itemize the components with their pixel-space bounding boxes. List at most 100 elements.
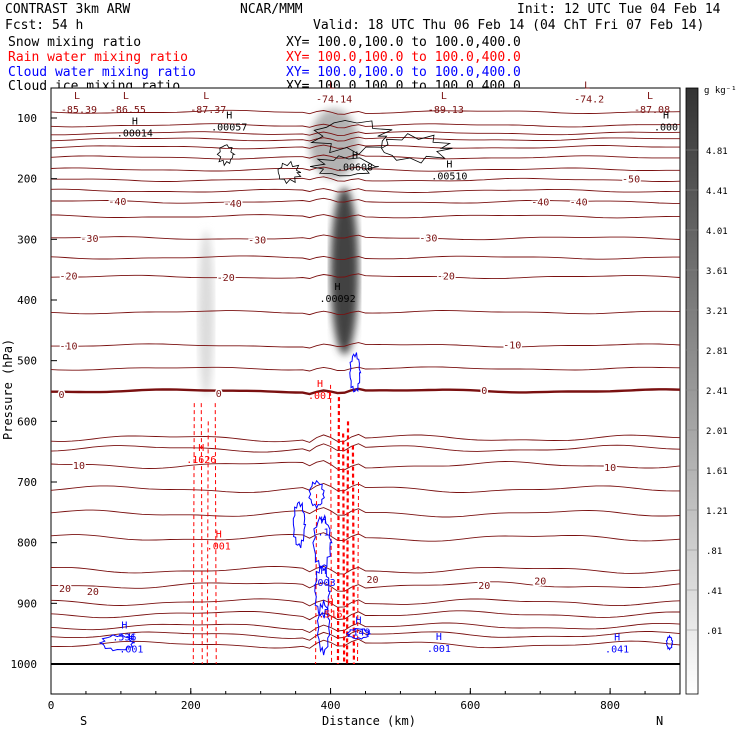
y-tick-label: 1000 xyxy=(11,658,38,671)
isotherm-label: -40 xyxy=(224,199,242,210)
cloud-water-contour xyxy=(665,634,674,651)
ice-max-marker: H xyxy=(226,110,232,121)
y-tick-label: 200 xyxy=(17,173,37,186)
colorbar-label: 2.81 xyxy=(706,347,728,357)
low-marker: L xyxy=(74,91,80,102)
x-tick-label: 200 xyxy=(181,699,201,712)
isotherm-label: -20 xyxy=(437,272,455,283)
cloud-water-contour xyxy=(349,352,362,393)
model-title: CONTRAST 3km ARW xyxy=(5,2,131,17)
isotherm-label: 10 xyxy=(604,463,616,474)
south-label: S xyxy=(80,714,87,728)
isotherm--20 xyxy=(51,273,680,280)
low-value: -85.39 xyxy=(61,105,97,116)
isotherm-label: -40 xyxy=(531,198,549,209)
cloud-water-contours xyxy=(98,352,674,656)
ice-max-value: .00510 xyxy=(431,171,467,182)
y-tick-label: 600 xyxy=(17,415,37,428)
ice-contour xyxy=(277,160,302,185)
temperature-isotherms xyxy=(51,109,680,665)
colorbar-label: 3.21 xyxy=(706,307,728,317)
isotherm-label: -20 xyxy=(59,272,77,283)
x-tick-label: 800 xyxy=(600,699,620,712)
isotherm-label: -30 xyxy=(80,234,98,245)
colorbar-label: 4.81 xyxy=(706,147,728,157)
rain-max-marker: H xyxy=(216,530,222,541)
low-value: -87.08 xyxy=(634,105,670,116)
rain-contour xyxy=(345,421,350,665)
rain-contour xyxy=(330,384,333,665)
isotherm xyxy=(51,443,680,453)
y-axis-label: Pressure (hPa) xyxy=(1,339,15,440)
cloud-water-max-marker: H xyxy=(321,566,327,577)
isotherm xyxy=(51,622,680,634)
rain-max-value: .1626 xyxy=(186,455,216,466)
isotherm xyxy=(51,532,680,542)
isotherm xyxy=(51,433,680,443)
isotherm-label: -40 xyxy=(108,197,126,208)
forecast-hour: Fcst: 54 h xyxy=(5,18,84,33)
cloud-water-max-value: .536 xyxy=(112,633,136,644)
low-value: -87.37 xyxy=(190,105,226,116)
isotherm xyxy=(51,598,680,608)
low-value: -86.55 xyxy=(110,105,146,116)
isotherm-label: -10 xyxy=(59,342,77,353)
isotherm-label: -10 xyxy=(503,340,521,351)
rain-contour xyxy=(200,403,203,665)
low-marker: L xyxy=(584,81,590,92)
ice-contour xyxy=(380,133,453,164)
ice-max-marker: H xyxy=(335,282,341,293)
cloud-water-contour xyxy=(292,501,307,549)
field-name-cloud-water: Cloud water mixing ratio xyxy=(8,65,196,80)
cloud-water-contour xyxy=(308,479,325,510)
colorbar-label: 2.41 xyxy=(706,387,728,397)
cloud-water-max-marker: H xyxy=(614,633,620,644)
isotherm--40 xyxy=(51,197,680,204)
rain-contour xyxy=(342,433,346,665)
isotherm xyxy=(51,638,680,649)
low-value: -74.14 xyxy=(316,95,352,106)
field-name-rain: Rain water mixing ratio xyxy=(8,50,189,65)
isotherm xyxy=(51,109,680,115)
isotherm-label: 20 xyxy=(478,581,490,592)
isotherm-label: 20 xyxy=(534,576,546,587)
snow-plume xyxy=(198,230,214,398)
valid-time: Valid: 18 UTC Thu 06 Feb 14 (04 ChT Fri … xyxy=(313,18,705,33)
cloud-water-max-marker: H xyxy=(321,516,327,527)
rain-contour xyxy=(206,421,209,665)
isotherm--50 xyxy=(51,176,680,182)
isotherm xyxy=(51,131,680,136)
ice-max-value: .00092 xyxy=(319,294,355,305)
isotherm-label: 10 xyxy=(73,461,85,472)
cloud-water-contour xyxy=(346,627,371,640)
y-tick-label: 800 xyxy=(17,537,37,550)
isotherm--10 xyxy=(51,342,680,349)
low-marker: L xyxy=(123,91,129,102)
x-tick-label: 600 xyxy=(460,699,480,712)
ice-max-value: .000 xyxy=(654,122,678,133)
rain-max-marker: H xyxy=(198,443,204,454)
rain-contour xyxy=(351,445,356,665)
rain-max-marker: H xyxy=(317,379,323,390)
ice-max-marker: H xyxy=(132,116,138,127)
rain-contours xyxy=(192,384,360,665)
cloud-ice-contours xyxy=(216,120,453,185)
ice-max-marker: H xyxy=(663,110,669,121)
cloud-water-max-value: .003 xyxy=(312,578,336,589)
ice-max-value: .00608 xyxy=(337,162,373,173)
rain-max-marker: H xyxy=(328,597,334,608)
low-marker: L xyxy=(441,91,447,102)
ice-max-marker: H xyxy=(446,159,452,170)
low-value: -89.13 xyxy=(428,105,464,116)
x-tick-label: 400 xyxy=(321,699,341,712)
isotherm xyxy=(51,123,680,129)
cloud-water-max-value: .1 xyxy=(318,528,330,539)
x-tick-label: 0 xyxy=(48,699,55,712)
isotherm xyxy=(51,507,680,518)
cloud-water-max-value: .041 xyxy=(605,645,629,656)
ice-contour xyxy=(216,144,236,167)
snow-shading xyxy=(198,108,359,398)
colorbar-label: 4.01 xyxy=(706,227,728,237)
rain-contour xyxy=(214,403,217,665)
